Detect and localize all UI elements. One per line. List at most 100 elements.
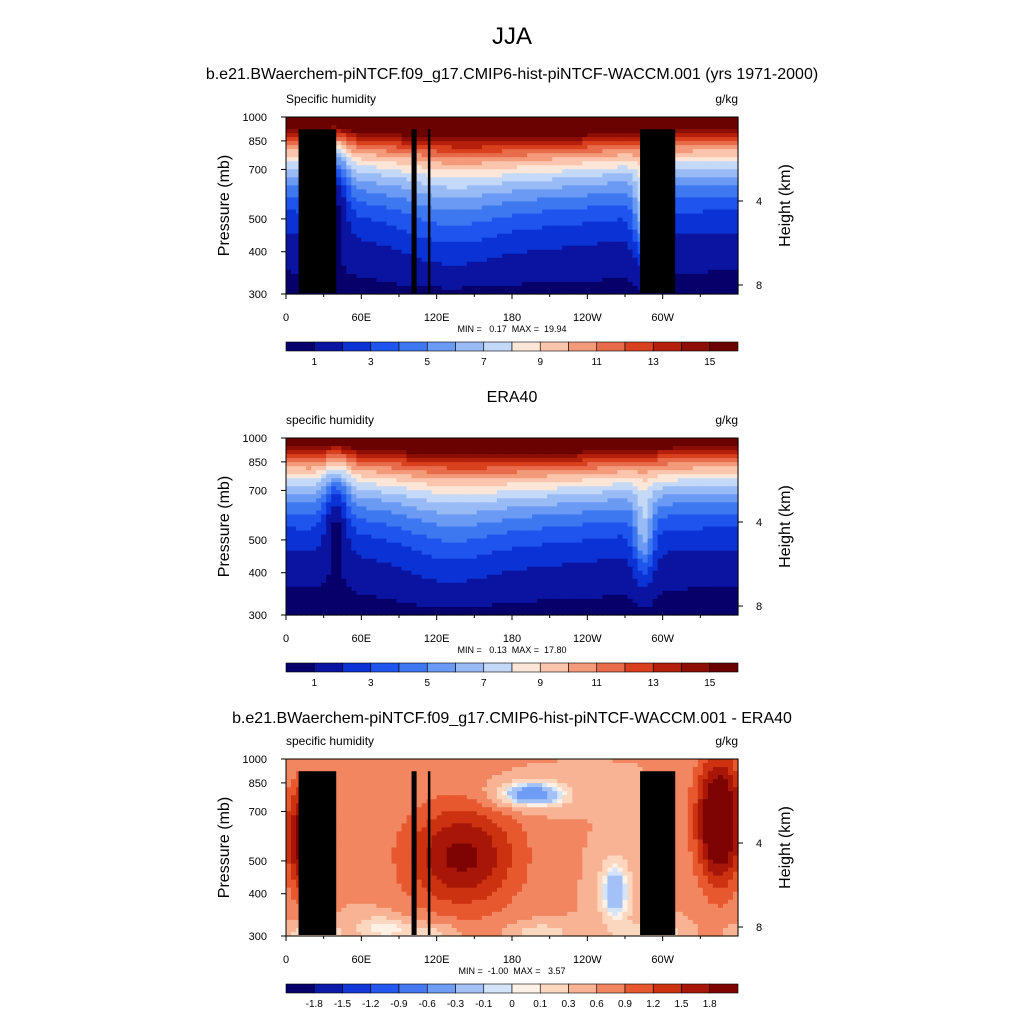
field-cell bbox=[376, 450, 383, 455]
field-cell bbox=[617, 141, 624, 146]
colorbar-swatch bbox=[596, 341, 626, 352]
field-cell bbox=[512, 277, 518, 283]
field-cell bbox=[486, 249, 493, 255]
field-cell bbox=[592, 125, 598, 130]
field-cell bbox=[702, 277, 709, 283]
field-cell bbox=[496, 121, 503, 126]
field-cell bbox=[376, 149, 383, 154]
field-cell bbox=[582, 442, 588, 447]
field-cell bbox=[416, 249, 423, 255]
field-cell bbox=[396, 197, 403, 203]
field-cell bbox=[451, 125, 458, 130]
field-cell bbox=[527, 189, 533, 195]
field-cell bbox=[562, 470, 568, 475]
field-cell bbox=[291, 273, 297, 279]
field-cell bbox=[431, 205, 438, 211]
field-cell bbox=[567, 265, 573, 271]
field-cell bbox=[471, 217, 478, 223]
field-cell bbox=[727, 269, 734, 275]
field-cell bbox=[727, 221, 734, 227]
field-cell bbox=[466, 221, 473, 227]
field-cell bbox=[592, 446, 598, 451]
field-cell bbox=[587, 458, 593, 463]
field-cell bbox=[286, 145, 292, 150]
field-cell bbox=[677, 438, 684, 443]
field-cell bbox=[712, 117, 719, 122]
field-cell bbox=[542, 454, 548, 459]
field-cell bbox=[727, 265, 734, 271]
field-cell bbox=[617, 181, 624, 186]
field-cell bbox=[697, 129, 704, 134]
field-cell bbox=[707, 225, 714, 231]
field-cell bbox=[401, 442, 408, 447]
field-cell bbox=[677, 209, 684, 215]
field-cell bbox=[632, 129, 639, 134]
field-cell bbox=[562, 273, 568, 279]
field-cell bbox=[702, 446, 709, 451]
field-cell bbox=[416, 237, 423, 243]
field-cell bbox=[532, 442, 538, 447]
field-cell bbox=[702, 438, 709, 443]
field-cell bbox=[341, 478, 347, 483]
field-cell bbox=[622, 233, 629, 239]
field-cell bbox=[522, 201, 528, 207]
field-cell bbox=[617, 261, 624, 267]
field-cell bbox=[421, 133, 428, 138]
field-cell bbox=[421, 189, 428, 195]
field-cell bbox=[677, 474, 684, 479]
field-cell bbox=[562, 474, 568, 479]
field-cell bbox=[722, 261, 729, 267]
field-cell bbox=[396, 289, 403, 295]
field-cell bbox=[542, 193, 548, 199]
field-cell bbox=[451, 165, 458, 170]
field-cell bbox=[517, 237, 523, 243]
field-cell bbox=[717, 261, 724, 267]
field-cell bbox=[341, 237, 347, 243]
field-cell bbox=[461, 253, 468, 259]
field-cell bbox=[381, 177, 388, 182]
field-cell bbox=[391, 438, 398, 443]
field-cell bbox=[522, 221, 528, 227]
field-cell bbox=[522, 129, 528, 134]
field-cell bbox=[476, 450, 483, 455]
field-cell bbox=[567, 145, 573, 150]
field-cell bbox=[501, 141, 508, 146]
field-cell bbox=[702, 450, 709, 455]
field-cell bbox=[657, 125, 664, 130]
field-cell bbox=[522, 289, 528, 295]
field-cell bbox=[532, 117, 538, 122]
field-cell bbox=[582, 141, 588, 146]
field-cell bbox=[512, 450, 518, 455]
field-cell bbox=[677, 285, 684, 291]
field-cell bbox=[421, 285, 428, 291]
field-cell bbox=[431, 137, 438, 142]
field-cell bbox=[431, 157, 438, 162]
field-cell bbox=[501, 121, 508, 126]
field-cell bbox=[517, 153, 523, 158]
field-cell bbox=[336, 161, 342, 166]
field-cell bbox=[331, 458, 337, 463]
field-cell bbox=[727, 233, 734, 239]
field-cell bbox=[491, 458, 498, 463]
field-cell bbox=[391, 233, 398, 239]
field-cell bbox=[451, 474, 458, 479]
field-cell bbox=[341, 285, 347, 291]
field-cell bbox=[552, 117, 558, 122]
field-cell bbox=[366, 197, 372, 203]
field-cell bbox=[677, 217, 684, 223]
field-cell bbox=[336, 438, 342, 443]
field-cell bbox=[597, 225, 603, 231]
field-cell bbox=[527, 173, 533, 178]
field-cell bbox=[456, 277, 463, 283]
field-cell bbox=[722, 466, 729, 471]
field-cell bbox=[687, 157, 694, 162]
field-cell bbox=[341, 281, 347, 287]
field-cell bbox=[321, 458, 327, 463]
field-cell bbox=[632, 133, 639, 138]
field-cell bbox=[476, 213, 483, 219]
field-cell bbox=[401, 225, 408, 231]
field-cell bbox=[376, 193, 383, 199]
field-cell bbox=[672, 173, 679, 178]
field-cell bbox=[657, 117, 664, 122]
field-cell bbox=[582, 265, 588, 271]
